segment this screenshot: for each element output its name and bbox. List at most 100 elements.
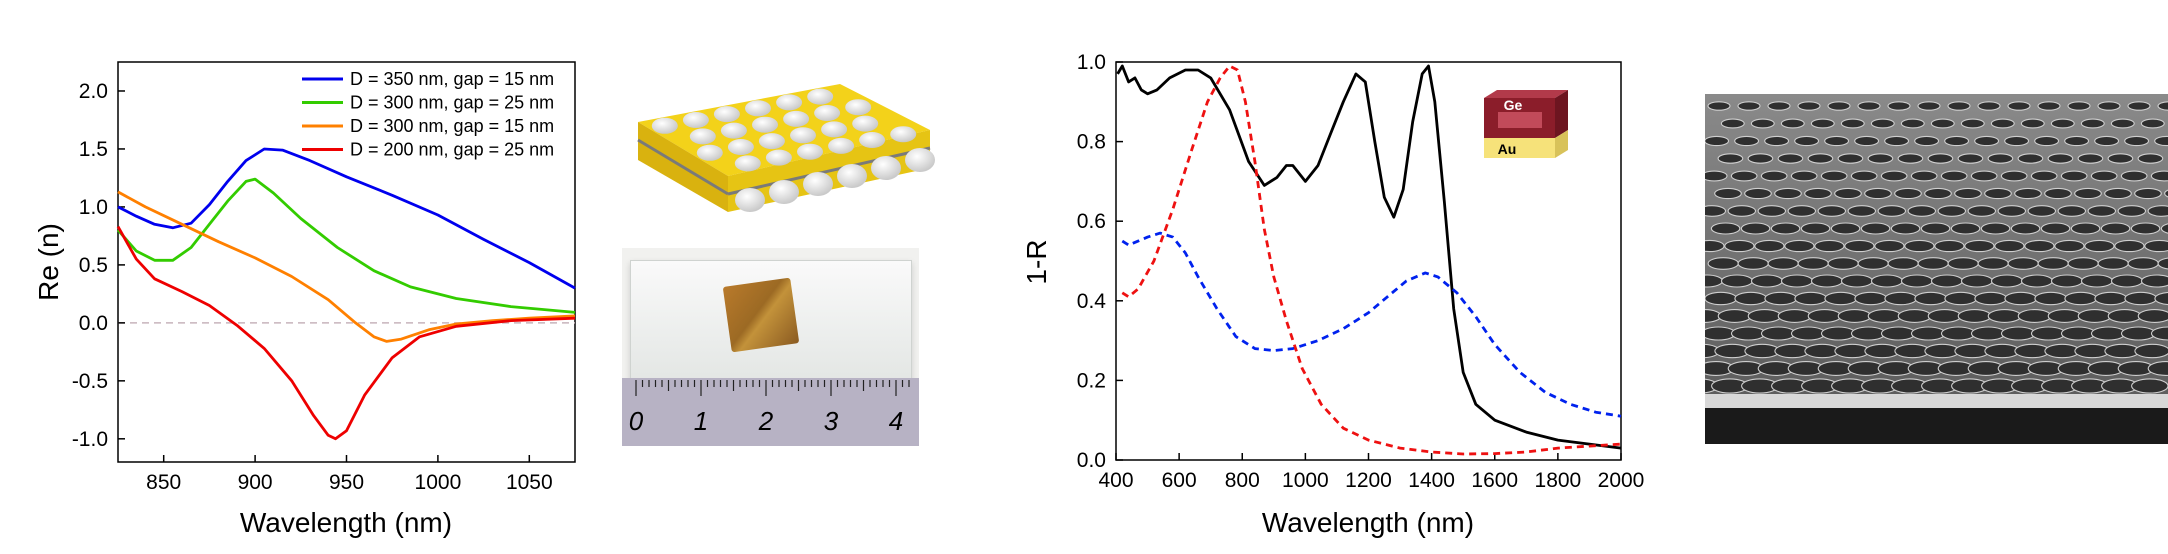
nanohole	[720, 122, 747, 139]
sem-hole	[1870, 118, 1895, 129]
sem-hole	[1817, 205, 1847, 217]
sem-hole	[2127, 257, 2159, 270]
series-line-1	[1121, 231, 1622, 418]
sem-hole	[2044, 187, 2072, 200]
nanohole	[797, 143, 823, 160]
sem-hole	[1810, 274, 1844, 288]
sem-hole	[1730, 170, 1758, 182]
sem-hole	[1964, 239, 1995, 253]
sem-hole	[1750, 118, 1775, 129]
sem-hole	[2120, 170, 2148, 182]
sem-hole	[2067, 101, 2091, 111]
chart-absorption: 400 600 800 1000 1200 1400 1600 1800 2000 0.0 0.2 0…	[1021, 51, 1644, 538]
sem-hole	[2140, 274, 2168, 288]
sem-hole	[2064, 291, 2098, 306]
sem-hole	[1914, 135, 1940, 147]
sem-hole	[1705, 205, 1727, 217]
perforated-film-3d-image	[637, 84, 935, 212]
sem-hole	[1974, 291, 2008, 306]
sem-hole	[1854, 135, 1880, 147]
sem-hole	[2060, 326, 2096, 341]
x-tick-label: 950	[329, 471, 364, 494]
edge-sphere	[837, 164, 867, 188]
nanohole	[696, 144, 723, 161]
sem-hole	[2000, 170, 2028, 182]
sem-hole	[1705, 291, 1738, 306]
sem-hole	[1890, 222, 1921, 235]
sem-hole	[1814, 239, 1845, 253]
nanohole	[651, 117, 678, 134]
sem-hole	[1764, 135, 1790, 147]
sem-hole	[1924, 343, 1961, 359]
sample-piece	[722, 277, 800, 353]
sem-hole	[1720, 118, 1745, 129]
nanohole	[727, 139, 754, 155]
inset-label-au: Au	[1498, 141, 1517, 157]
y-tick-label: 0.8	[1077, 131, 1106, 154]
series-line-2	[1121, 64, 1622, 456]
sem-hole	[2097, 101, 2121, 111]
sem-hole	[2050, 118, 2075, 129]
sem-hole	[1737, 257, 1769, 270]
sem-hole	[2037, 101, 2061, 111]
sem-hole	[2010, 222, 2041, 235]
sem-hole	[1980, 222, 2011, 235]
y-tick-label: 1.0	[1077, 51, 1106, 74]
sem-hole	[1884, 135, 1910, 147]
x-tick-label: 850	[146, 471, 181, 494]
x-tick-label: 1800	[1535, 469, 1582, 492]
sem-hole	[1997, 205, 2027, 217]
y-axis-title: 1-R	[1021, 239, 1052, 284]
x-tick-label: 1000	[1282, 469, 1329, 492]
sem-hole	[2024, 239, 2055, 253]
sem-hole	[2094, 135, 2120, 147]
nanohole	[745, 100, 771, 117]
sem-hole	[1944, 135, 1970, 147]
sem-hole	[2124, 291, 2158, 306]
sem-hole	[1774, 187, 1802, 200]
sem-hole	[1777, 153, 1804, 164]
sem-hole	[1867, 153, 1894, 164]
sem-hole	[1994, 239, 2025, 253]
y-axis-title: Re (n)	[33, 223, 64, 301]
sem-hole	[1760, 170, 1788, 182]
sem-hole	[2054, 239, 2085, 253]
sem-hole	[1797, 101, 1821, 111]
sem-hole	[1947, 101, 1971, 111]
sem-hole	[2137, 309, 2168, 323]
sem-hole	[1977, 257, 2009, 270]
sem-hole	[1910, 326, 1946, 341]
y-tick-label: 0.4	[1077, 290, 1107, 313]
sem-hole	[1897, 309, 1932, 323]
x-tick-label: 1000	[415, 471, 462, 494]
sem-hole	[2017, 309, 2052, 323]
sem-hole	[1930, 118, 1955, 129]
sem-hole	[1777, 309, 1812, 323]
sem-hole	[1784, 239, 1815, 253]
sem-hole	[2044, 343, 2081, 359]
sem-hole	[1824, 291, 1858, 306]
nanohole	[752, 116, 778, 133]
sem-hole	[2144, 239, 2168, 253]
sem-hole	[1984, 343, 2021, 359]
series-line-0	[1116, 64, 1622, 450]
sem-hole	[1940, 326, 1976, 341]
sem-hole	[2064, 135, 2090, 147]
sem-hole	[1957, 309, 1992, 323]
sem-hole	[2124, 135, 2150, 147]
sem-hole	[2097, 257, 2129, 270]
edge-sphere	[871, 156, 901, 180]
sem-hole	[1934, 239, 1965, 253]
sem-hole	[2104, 187, 2132, 200]
sem-hole	[1707, 257, 1739, 270]
sem-hole	[2160, 223, 2168, 234]
sem-hole	[1827, 257, 1859, 270]
sem-hole	[1850, 170, 1878, 182]
nanohole	[682, 112, 709, 128]
sem-hole	[1840, 118, 1865, 129]
sem-hole	[2090, 170, 2118, 182]
sem-hole	[1804, 343, 1841, 359]
series-line-1	[116, 177, 576, 314]
ruler-number: 3	[824, 406, 839, 436]
sem-hole	[1967, 205, 1997, 217]
